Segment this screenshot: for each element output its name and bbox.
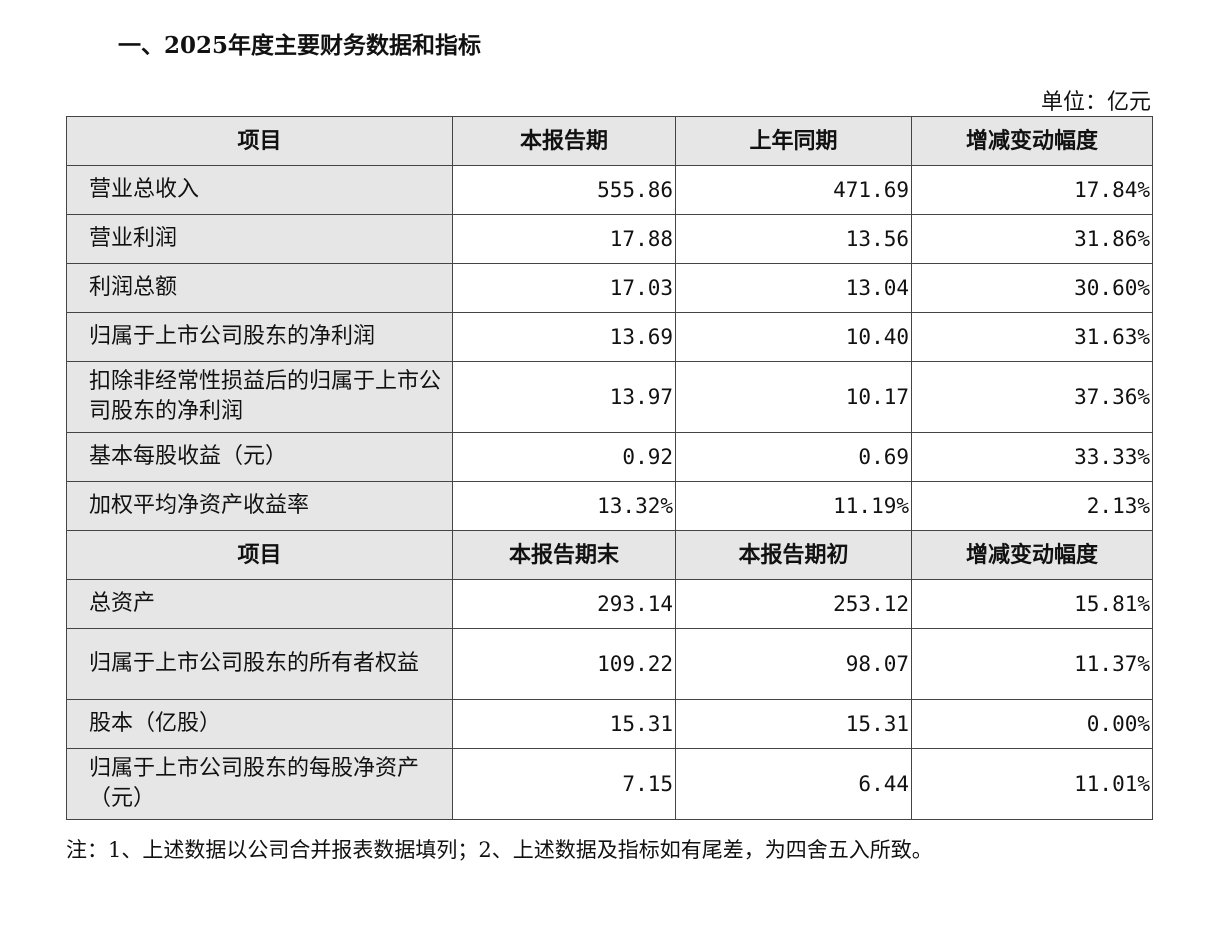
footnote: 注：1、上述数据以公司合并报表数据填列；2、上述数据及指标如有尾差，为四舍五入所… xyxy=(66,838,933,862)
column-header: 增减变动幅度 xyxy=(911,530,1153,580)
row-label: 加权平均净资产收益率 xyxy=(66,481,453,531)
column-header: 上年同期 xyxy=(675,116,912,166)
table-row: 归属于上市公司股东的所有者权益 109.22 98.07 11.37% xyxy=(66,628,1153,700)
column-header: 项目 xyxy=(66,530,453,580)
table-row: 基本每股收益（元） 0.92 0.69 33.33% xyxy=(66,432,1153,482)
cell-value: 6.44 xyxy=(675,748,912,820)
cell-value: 11.01% xyxy=(911,748,1153,820)
table-row: 加权平均净资产收益率 13.32% 11.19% 2.13% xyxy=(66,481,1153,531)
table-row: 归属于上市公司股东的每股净资产（元） 7.15 6.44 11.01% xyxy=(66,748,1153,820)
cell-value: 31.63% xyxy=(911,312,1153,362)
cell-value: 0.69 xyxy=(675,432,912,482)
cell-value: 30.60% xyxy=(911,263,1153,313)
cell-value: 13.56 xyxy=(675,214,912,264)
row-label: 归属于上市公司股东的所有者权益 xyxy=(66,628,453,700)
row-label: 营业利润 xyxy=(66,214,453,264)
section-title: 一、2025年度主要财务数据和指标 xyxy=(118,32,482,59)
cell-value: 13.32% xyxy=(452,481,676,531)
row-label: 总资产 xyxy=(66,579,453,629)
cell-value: 471.69 xyxy=(675,165,912,215)
row-label: 扣除非经常性损益后的归属于上市公司股东的净利润 xyxy=(66,361,453,433)
cell-value: 293.14 xyxy=(452,579,676,629)
row-label: 股本（亿股） xyxy=(66,699,453,749)
cell-value: 10.17 xyxy=(675,361,912,433)
cell-value: 0.92 xyxy=(452,432,676,482)
cell-value: 109.22 xyxy=(452,628,676,700)
cell-value: 0.00% xyxy=(911,699,1153,749)
row-label: 营业总收入 xyxy=(66,165,453,215)
cell-value: 17.03 xyxy=(452,263,676,313)
cell-value: 15.31 xyxy=(452,699,676,749)
row-label: 利润总额 xyxy=(66,263,453,313)
cell-value: 13.97 xyxy=(452,361,676,433)
cell-value: 17.88 xyxy=(452,214,676,264)
cell-value: 37.36% xyxy=(911,361,1153,433)
cell-value: 2.13% xyxy=(911,481,1153,531)
cell-value: 10.40 xyxy=(675,312,912,362)
cell-value: 7.15 xyxy=(452,748,676,820)
row-label: 归属于上市公司股东的净利润 xyxy=(66,312,453,362)
cell-value: 13.69 xyxy=(452,312,676,362)
table-header-row: 项目 本报告期末 本报告期初 增减变动幅度 xyxy=(66,530,1153,580)
cell-value: 33.33% xyxy=(911,432,1153,482)
cell-value: 17.84% xyxy=(911,165,1153,215)
table-row: 归属于上市公司股东的净利润 13.69 10.40 31.63% xyxy=(66,312,1153,362)
table-row: 股本（亿股） 15.31 15.31 0.00% xyxy=(66,699,1153,749)
cell-value: 13.04 xyxy=(675,263,912,313)
table-row: 营业利润 17.88 13.56 31.86% xyxy=(66,214,1153,264)
cell-value: 15.31 xyxy=(675,699,912,749)
column-header: 本报告期 xyxy=(452,116,676,166)
cell-value: 253.12 xyxy=(675,579,912,629)
cell-value: 11.19% xyxy=(675,481,912,531)
table-row: 扣除非经常性损益后的归属于上市公司股东的净利润 13.97 10.17 37.36% xyxy=(66,361,1153,433)
row-label: 归属于上市公司股东的每股净资产（元） xyxy=(66,748,453,820)
column-header: 项目 xyxy=(66,116,453,166)
cell-value: 98.07 xyxy=(675,628,912,700)
table-row: 营业总收入 555.86 471.69 17.84% xyxy=(66,165,1153,215)
cell-value: 11.37% xyxy=(911,628,1153,700)
row-label: 基本每股收益（元） xyxy=(66,432,453,482)
cell-value: 15.81% xyxy=(911,579,1153,629)
cell-value: 555.86 xyxy=(452,165,676,215)
table-row: 总资产 293.14 253.12 15.81% xyxy=(66,579,1153,629)
column-header: 本报告期末 xyxy=(452,530,676,580)
table-row: 利润总额 17.03 13.04 30.60% xyxy=(66,263,1153,313)
table-header-row: 项目 本报告期 上年同期 增减变动幅度 xyxy=(66,116,1153,166)
column-header: 增减变动幅度 xyxy=(911,116,1153,166)
financial-table: 项目 本报告期 上年同期 增减变动幅度 营业总收入 555.86 471.69 17.84% 营… xyxy=(66,116,1153,820)
cell-value: 31.86% xyxy=(911,214,1153,264)
unit-label: 单位：亿元 xyxy=(1040,90,1151,115)
column-header: 本报告期初 xyxy=(675,530,912,580)
